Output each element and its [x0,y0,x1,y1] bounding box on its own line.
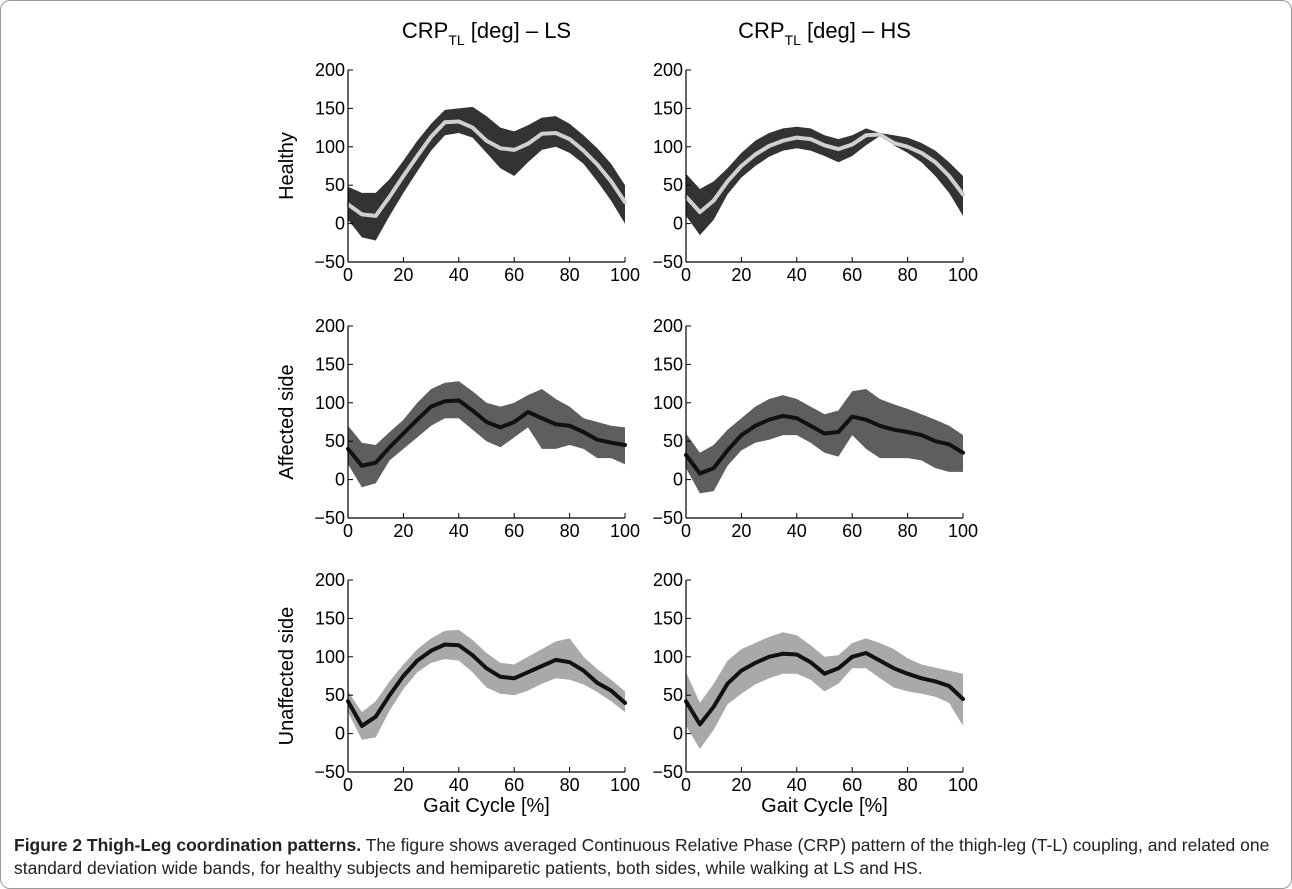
mean-line [684,132,965,215]
x-axis-label: Gait Cycle [%] [761,795,888,817]
x-tick-label: 60 [504,775,524,795]
y-tick-label: −50 [314,762,345,782]
x-tick-label: 100 [610,775,640,795]
y-tick-label: 0 [335,470,345,490]
x-tick-label: 0 [681,521,691,541]
y-tick-label: 200 [653,570,683,590]
x-tick-label: 60 [842,775,862,795]
x-tick-label: 80 [560,775,580,795]
x-tick-label: 40 [449,521,469,541]
y-tick-label: 100 [315,137,345,157]
y-tick-label: −50 [652,762,683,782]
y-tick-label: 200 [315,60,345,80]
y-tick-label: 200 [653,60,683,80]
y-tick-label: −50 [314,508,345,528]
y-tick-label: 200 [653,316,683,336]
x-tick-label: 40 [787,775,807,795]
y-tick-label: 50 [663,685,683,705]
x-tick-label: 80 [560,521,580,541]
y-tick-label: 150 [315,98,345,118]
y-tick-label: −50 [652,508,683,528]
x-axis-label: Gait Cycle [%] [423,795,550,817]
y-tick-label: 100 [315,393,345,413]
x-tick-label: 80 [898,521,918,541]
y-tick-label: 0 [673,470,683,490]
y-tick-label: 0 [673,214,683,234]
x-tick-label: 60 [504,521,524,541]
sd-band [348,629,625,740]
x-tick-label: 100 [948,265,978,285]
y-tick-label: 100 [653,137,683,157]
y-tick-label: 0 [673,724,683,744]
caption-title: Figure 2 Thigh-Leg coordination patterns… [14,835,362,855]
y-tick-label: 150 [653,98,683,118]
x-tick-label: 20 [731,521,751,541]
row-label: Affected side [276,364,298,479]
x-tick-label: 0 [681,265,691,285]
y-tick-label: 0 [335,214,345,234]
x-tick-label: 80 [898,775,918,795]
y-tick-label: 150 [653,608,683,628]
x-tick-label: 40 [449,265,469,285]
x-tick-label: 80 [560,265,580,285]
x-tick-label: 0 [343,265,353,285]
mean-line [346,398,627,468]
y-tick-label: 200 [315,570,345,590]
y-tick-label: 150 [315,354,345,374]
x-tick-label: 80 [898,265,918,285]
y-tick-label: 150 [315,608,345,628]
row-label: Healthy [276,132,298,200]
x-tick-label: 40 [449,775,469,795]
row-label: Unaffected side [276,607,298,746]
caption-text: The figure shows averaged Continuous Rel… [14,835,1270,878]
y-tick-label: 50 [325,175,345,195]
figure-caption: Figure 2 Thigh-Leg coordination patterns… [14,834,1282,880]
x-tick-label: 60 [842,265,862,285]
y-tick-label: 50 [663,175,683,195]
x-tick-label: 20 [393,775,413,795]
x-tick-label: 20 [731,265,751,285]
x-tick-label: 60 [504,265,524,285]
sd-band [686,389,963,494]
y-tick-label: 0 [335,724,345,744]
y-tick-label: 50 [663,431,683,451]
y-tick-label: 100 [653,647,683,667]
x-tick-label: 100 [948,521,978,541]
column-title: CRPTL [deg] – HS [738,18,911,48]
y-tick-label: 50 [325,685,345,705]
mean-line [346,119,627,218]
x-tick-label: 0 [343,521,353,541]
x-tick-label: 20 [731,775,751,795]
sd-band [348,106,625,241]
sd-band [686,632,963,749]
column-title: CRPTL [deg] – LS [402,18,571,48]
x-tick-label: 40 [787,521,807,541]
mean-line [346,642,627,728]
y-tick-label: 150 [653,354,683,374]
y-tick-label: 100 [315,647,345,667]
y-tick-label: 200 [315,316,345,336]
y-tick-label: −50 [314,252,345,272]
y-tick-label: 50 [325,431,345,451]
figure-grid: CRPTL [deg] – LS CRPTL [deg] – HS Healthy A… [276,18,978,817]
y-tick-label: 100 [653,393,683,413]
x-tick-label: 40 [787,265,807,285]
x-tick-label: 100 [948,775,978,795]
x-tick-label: 100 [610,265,640,285]
x-tick-label: 20 [393,265,413,285]
x-tick-label: 0 [681,775,691,795]
x-tick-label: 20 [393,521,413,541]
x-tick-label: 100 [610,521,640,541]
mean-line [684,413,965,476]
y-tick-label: −50 [652,252,683,272]
mean-line [684,651,965,727]
x-tick-label: 60 [842,521,862,541]
x-tick-label: 0 [343,775,353,795]
sd-band [348,381,625,488]
